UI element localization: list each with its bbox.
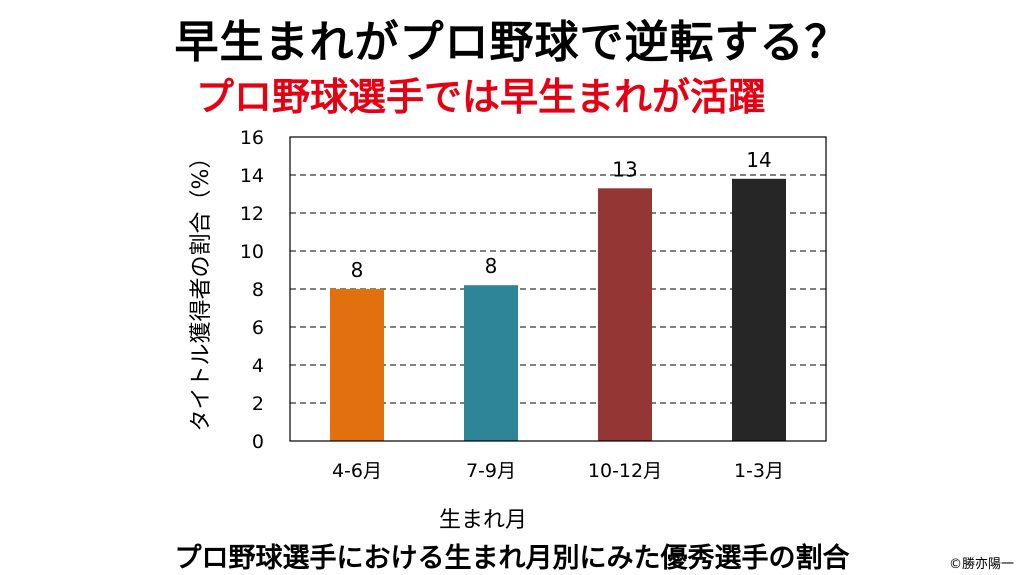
- data-label: 8: [485, 254, 498, 278]
- y-tick-label: 8: [252, 279, 264, 301]
- data-label: 14: [746, 148, 771, 172]
- x-tick-labels: 4-6月 7-9月 10-12月 1-3月: [332, 460, 784, 482]
- y-tick-label: 16: [240, 127, 264, 149]
- bar: [732, 178, 786, 442]
- y-axis-title: タイトル獲得者の割合（%）: [189, 147, 214, 432]
- y-tick-label: 12: [240, 203, 264, 225]
- y-tick-label: 10: [240, 241, 264, 263]
- x-tick-label: 10-12月: [588, 460, 662, 482]
- bar: [330, 289, 384, 441]
- bar: [598, 188, 652, 441]
- y-tick-labels: 0 2 4 6 8 10 12 14 16: [240, 127, 264, 453]
- data-label: 13: [612, 157, 637, 181]
- y-tick-label: 14: [240, 165, 264, 187]
- y-tick-label: 4: [252, 355, 264, 377]
- y-tick-label: 2: [252, 393, 264, 415]
- figure-caption: プロ野球選手における生まれ月別にみた優秀選手の割合: [174, 543, 850, 574]
- data-labels: 8 8 13 14: [351, 148, 772, 282]
- x-tick-label: 1-3月: [734, 460, 784, 482]
- copyright-notice: ©勝亦陽一: [948, 557, 1014, 572]
- plot-area-frame: [289, 136, 827, 442]
- page-title: 早生まれがプロ野球で逆転する？: [174, 17, 850, 68]
- x-tick-label: 4-6月: [332, 460, 382, 482]
- x-tick-label: 7-9月: [466, 460, 516, 482]
- y-tick-label: 0: [252, 431, 264, 453]
- bars: [330, 178, 786, 442]
- data-label: 8: [351, 258, 364, 282]
- page-subtitle: プロ野球選手では早生まれが活躍: [196, 75, 767, 119]
- y-tick-label: 6: [252, 317, 264, 339]
- x-axis-title: 生まれ月: [439, 508, 527, 533]
- bar: [464, 285, 518, 441]
